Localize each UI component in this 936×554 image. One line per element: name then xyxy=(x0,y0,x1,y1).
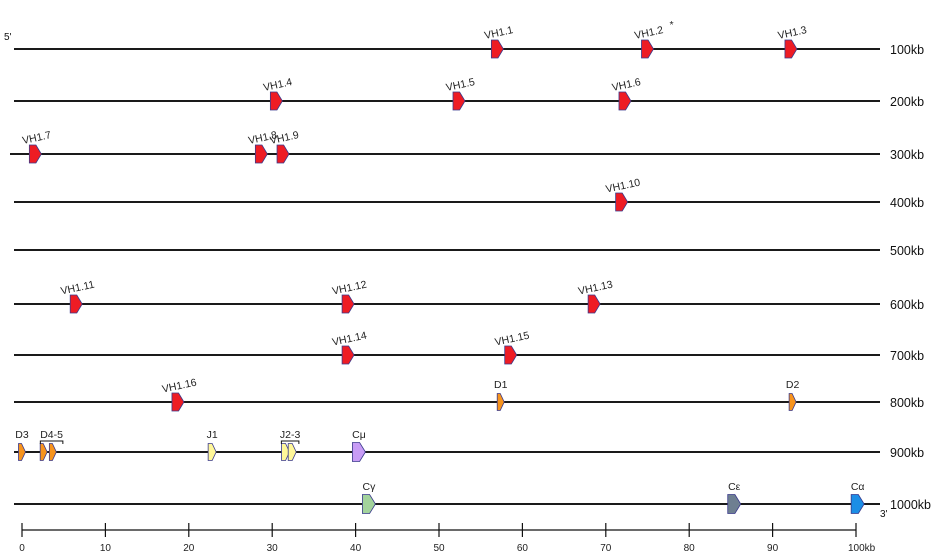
group-label: D4-5 xyxy=(40,429,63,441)
gene-segment-j xyxy=(287,443,297,461)
gene-label: Cα xyxy=(851,481,865,493)
gene-segment-d xyxy=(788,393,797,411)
gene-label: D1 xyxy=(494,379,508,391)
gene-label: VH1.15 xyxy=(494,330,531,349)
axis-tick-label: 80 xyxy=(684,543,696,554)
gene-label: VH1.2 xyxy=(633,24,664,42)
gene-label: VH1.4 xyxy=(262,76,293,94)
position-label: 400kb xyxy=(890,196,924,210)
track-800kb: 800kb VH1.16 D1 D2 xyxy=(14,377,924,412)
axis-tick-label: 50 xyxy=(433,543,445,554)
gene-segment-j xyxy=(281,443,290,461)
axis-tick-label: 70 xyxy=(600,543,612,554)
gene-segment-vh xyxy=(587,294,601,314)
gene-label: D2 xyxy=(786,379,800,391)
gene-label: VH1.14 xyxy=(331,330,368,349)
gene-segment-vh xyxy=(341,345,355,365)
gene-label: VH1.11 xyxy=(60,279,96,298)
axis-tick-label: 20 xyxy=(183,543,195,554)
gene-label: VH1.7 xyxy=(21,129,52,147)
gene-label: VH1.13 xyxy=(577,279,614,298)
gene-segment-cgamma xyxy=(362,494,376,514)
gene-segment-d xyxy=(18,443,26,461)
gene-label: VH1.5 xyxy=(445,76,476,94)
gene-segment-vh xyxy=(784,39,798,59)
gene-label: VH1.10 xyxy=(605,177,642,196)
track-200kb: 200kb VH1.4 VH1.5 VH1.6 xyxy=(14,76,924,111)
gene-segment-vh xyxy=(171,392,185,412)
gene-label: Cμ xyxy=(352,429,366,441)
axis-tick-label: 40 xyxy=(350,543,362,554)
gene-segment-j xyxy=(207,443,217,461)
chromosome-tracks: 100kb VH1.1 VH1.2 * VH1.3 200kb VH1.4 VH1.5 VH1.… xyxy=(10,19,931,514)
position-label: 300kb xyxy=(890,148,924,162)
gene-segment-vh xyxy=(641,39,654,59)
five-prime-label: 5' xyxy=(4,32,12,43)
position-label: 700kb xyxy=(890,349,924,363)
track-500kb: 500kb xyxy=(14,244,924,258)
gene-label: VH1.3 xyxy=(777,24,808,42)
track-400kb: 400kb VH1.10 xyxy=(14,177,924,212)
axis-tick-label: 90 xyxy=(767,543,779,554)
gene-segment-calpha xyxy=(850,494,865,514)
gene-label: VH1.12 xyxy=(331,279,368,298)
axis-tick-label: 10 xyxy=(100,543,112,554)
gene-label: Cε xyxy=(728,481,741,493)
gene-segment-vh xyxy=(618,91,632,111)
gene-label: VH1.9 xyxy=(269,129,300,147)
gene-label: VH1.1 xyxy=(483,24,514,42)
gene-segment-vh xyxy=(615,192,629,212)
gene-segment-vh xyxy=(28,144,42,164)
gene-segment-vh xyxy=(69,294,83,314)
axis-tick-label: 60 xyxy=(517,543,529,554)
gene-segment-vh xyxy=(341,294,355,314)
gene-segment-vh xyxy=(276,144,290,164)
gene-label: D3 xyxy=(15,429,29,441)
gene-segment-d xyxy=(496,393,505,411)
track-1000kb: 1000kb Cγ Cε Cα xyxy=(14,481,931,514)
gene-segment-cepsilon xyxy=(727,494,742,514)
gene-segment-vh xyxy=(452,91,466,111)
group-label: J2-3 xyxy=(280,429,301,441)
track-900kb: 900kb D3 J1 Cμ D4-5 J2-3 xyxy=(14,429,924,462)
track-600kb: 600kb VH1.11 VH1.12 VH1.13 xyxy=(14,279,924,314)
position-label: 100kb xyxy=(890,43,924,57)
track-700kb: 700kb VH1.14 VH1.15 xyxy=(14,330,924,365)
gene-segment-vh xyxy=(269,91,283,111)
gene-star-mark: * xyxy=(670,19,674,31)
position-label: 1000kb xyxy=(890,498,931,512)
position-label: 600kb xyxy=(890,298,924,312)
axis-tick-label: 0 xyxy=(19,543,25,554)
gene-label: J1 xyxy=(207,429,218,441)
position-label: 900kb xyxy=(890,446,924,460)
gene-label: Cγ xyxy=(363,481,377,493)
group-bracket xyxy=(280,440,300,444)
scale-axis: 0 10 20 30 40 50 60 70 80 90 100kb xyxy=(19,523,876,554)
gene-label: VH1.16 xyxy=(161,377,198,396)
gene-segment-vh xyxy=(490,39,504,59)
group-bracket xyxy=(39,440,64,444)
gene-segment-d xyxy=(39,443,48,461)
axis-tick-label: 30 xyxy=(267,543,279,554)
gene-segment-vh xyxy=(254,144,268,164)
three-prime-label: 3' xyxy=(880,509,888,520)
gene-label: VH1.8 xyxy=(247,129,278,147)
position-label: 200kb xyxy=(890,95,924,109)
gene-segment-d xyxy=(48,443,57,461)
gene-label: VH1.6 xyxy=(611,76,642,94)
position-label: 800kb xyxy=(890,396,924,410)
gene-segment-cmu xyxy=(352,442,366,462)
axis-tick-label: 100kb xyxy=(848,543,876,554)
position-label: 500kb xyxy=(890,244,924,258)
gene-segment-vh xyxy=(504,345,518,365)
track-100kb: 100kb VH1.1 VH1.2 * VH1.3 xyxy=(14,19,924,59)
